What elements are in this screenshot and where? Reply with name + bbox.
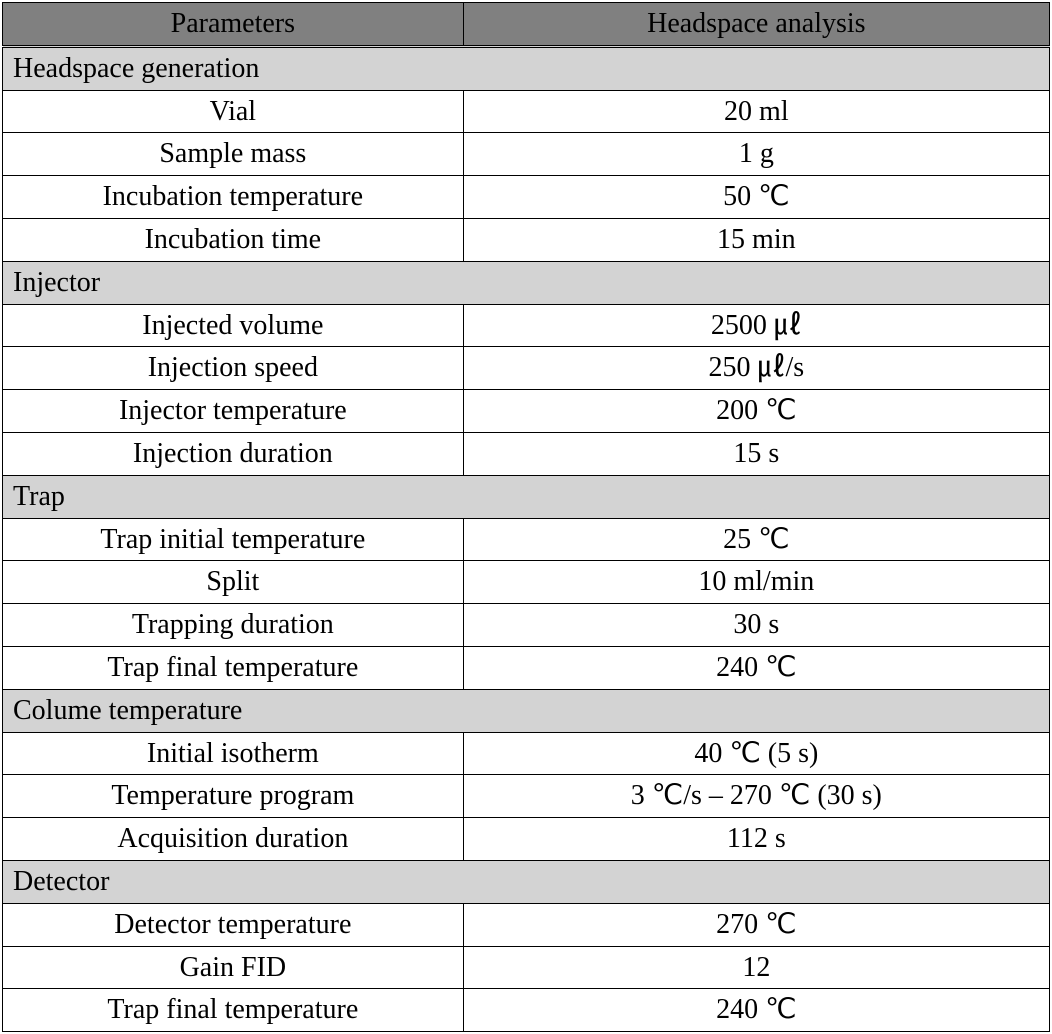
table-row: Acquisition duration112 s <box>3 818 1050 861</box>
param-cell: Injection speed <box>3 347 464 390</box>
param-cell: Split <box>3 561 464 604</box>
param-cell: Temperature program <box>3 775 464 818</box>
table-row: Sample mass1 g <box>3 133 1050 176</box>
value-cell: 50 ℃ <box>463 176 1049 219</box>
table-row: Incubation temperature50 ℃ <box>3 176 1050 219</box>
table-row: Injector temperature200 ℃ <box>3 390 1050 433</box>
table-row: Vial20 ml <box>3 90 1050 133</box>
param-cell: Vial <box>3 90 464 133</box>
value-cell: 240 ℃ <box>463 989 1049 1032</box>
table-row: Split10 ml/min <box>3 561 1050 604</box>
section-title: Trap <box>3 475 1050 518</box>
table-row: Injected volume2500 ㎕ <box>3 304 1050 347</box>
table-row: Trap final temperature240 ℃ <box>3 989 1050 1032</box>
col-header-parameters: Parameters <box>3 3 464 47</box>
param-cell: Initial isotherm <box>3 732 464 775</box>
section-row: Colume temperature <box>3 689 1050 732</box>
section-row: Headspace generation <box>3 46 1050 90</box>
value-cell: 200 ℃ <box>463 390 1049 433</box>
param-cell: Detector temperature <box>3 903 464 946</box>
param-cell: Injected volume <box>3 304 464 347</box>
section-row: Trap <box>3 475 1050 518</box>
value-cell: 250 ㎕/s <box>463 347 1049 390</box>
value-cell: 10 ml/min <box>463 561 1049 604</box>
table-row: Injection speed250 ㎕/s <box>3 347 1050 390</box>
param-cell: Gain FID <box>3 946 464 989</box>
col-header-value: Headspace analysis <box>463 3 1049 47</box>
table-row: Initial isotherm40 ℃ (5 s) <box>3 732 1050 775</box>
param-cell: Injector temperature <box>3 390 464 433</box>
section-title: Detector <box>3 860 1050 903</box>
section-title: Headspace generation <box>3 46 1050 90</box>
param-cell: Sample mass <box>3 133 464 176</box>
param-cell: Acquisition duration <box>3 818 464 861</box>
table-row: Injection duration15 s <box>3 432 1050 475</box>
param-cell: Trap final temperature <box>3 989 464 1032</box>
table-row: Trap final temperature240 ℃ <box>3 646 1050 689</box>
table-row: Incubation time15 min <box>3 218 1050 261</box>
value-cell: 30 s <box>463 604 1049 647</box>
table-row: Trap initial temperature25 ℃ <box>3 518 1050 561</box>
parameters-table: Parameters Headspace analysis Headspace … <box>2 2 1050 1032</box>
value-cell: 15 s <box>463 432 1049 475</box>
value-cell: 25 ℃ <box>463 518 1049 561</box>
section-title: Colume temperature <box>3 689 1050 732</box>
table-row: Detector temperature270 ℃ <box>3 903 1050 946</box>
value-cell: 3 ℃/s – 270 ℃ (30 s) <box>463 775 1049 818</box>
value-cell: 1 g <box>463 133 1049 176</box>
table-body: Headspace generationVial20 mlSample mass… <box>3 46 1050 1031</box>
table-row: Trapping duration30 s <box>3 604 1050 647</box>
param-cell: Incubation temperature <box>3 176 464 219</box>
value-cell: 2500 ㎕ <box>463 304 1049 347</box>
table-row: Temperature program3 ℃/s – 270 ℃ (30 s) <box>3 775 1050 818</box>
value-cell: 12 <box>463 946 1049 989</box>
param-cell: Injection duration <box>3 432 464 475</box>
section-row: Injector <box>3 261 1050 304</box>
param-cell: Incubation time <box>3 218 464 261</box>
value-cell: 15 min <box>463 218 1049 261</box>
value-cell: 240 ℃ <box>463 646 1049 689</box>
param-cell: Trapping duration <box>3 604 464 647</box>
value-cell: 20 ml <box>463 90 1049 133</box>
section-title: Injector <box>3 261 1050 304</box>
value-cell: 40 ℃ (5 s) <box>463 732 1049 775</box>
value-cell: 270 ℃ <box>463 903 1049 946</box>
param-cell: Trap final temperature <box>3 646 464 689</box>
value-cell: 112 s <box>463 818 1049 861</box>
table-row: Gain FID12 <box>3 946 1050 989</box>
section-row: Detector <box>3 860 1050 903</box>
table-header-row: Parameters Headspace analysis <box>3 3 1050 47</box>
param-cell: Trap initial temperature <box>3 518 464 561</box>
